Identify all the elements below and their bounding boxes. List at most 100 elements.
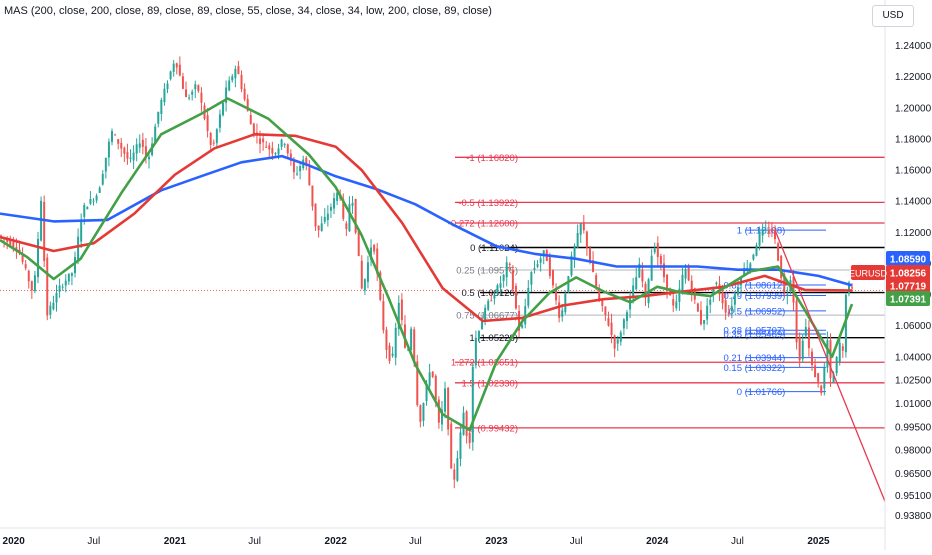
y-tick-label: 0.93800	[895, 511, 932, 522]
candle	[33, 275, 36, 292]
fib-retracement-label: 0.15 (1.03322)	[724, 363, 786, 374]
candle	[564, 293, 567, 313]
candle	[585, 231, 588, 248]
candle	[89, 198, 92, 204]
candle	[447, 387, 450, 430]
candle	[592, 260, 595, 273]
y-tick-label: 1.12000	[895, 228, 932, 239]
candle	[678, 288, 681, 302]
candle	[582, 223, 585, 231]
candle	[413, 329, 416, 363]
currency-button[interactable]: USD	[872, 5, 914, 27]
y-tick-label: 0.96500	[895, 469, 932, 480]
candle	[268, 145, 271, 150]
candle	[280, 139, 283, 147]
fib-retracement-label: 0.21 (1.03944)	[724, 353, 786, 364]
candle	[370, 247, 373, 260]
candle	[231, 76, 234, 81]
candle	[323, 216, 326, 222]
price-tag-label: 1.08590	[890, 255, 927, 266]
candle	[484, 307, 487, 322]
candle	[64, 280, 67, 286]
candle	[83, 204, 86, 217]
candle	[601, 300, 604, 306]
y-tick-label: 1.16000	[895, 166, 932, 177]
candle	[576, 232, 579, 248]
candle	[761, 229, 764, 236]
candle	[243, 88, 246, 100]
candle	[265, 146, 268, 148]
candle	[644, 283, 647, 298]
candle	[672, 299, 675, 306]
candle	[659, 256, 662, 265]
y-tick-label: 0.95100	[895, 491, 932, 502]
x-tick-label: 2024	[646, 536, 669, 547]
fib-retracement-label: 0.85 (1.08612)	[724, 281, 786, 292]
candle	[706, 305, 709, 320]
candle	[477, 331, 480, 340]
candle	[764, 229, 767, 231]
candle	[299, 166, 302, 172]
indicator-legend[interactable]: MAS (200, close, 200, close, 89, close, …	[4, 5, 492, 17]
candle	[197, 85, 200, 91]
candle	[37, 238, 40, 278]
fib-retracement-label: 0.79 (1.07939)	[724, 291, 786, 302]
candle	[333, 198, 336, 209]
candle	[696, 303, 699, 312]
candle	[376, 248, 379, 274]
candle	[206, 115, 209, 131]
x-tick-label: 2021	[164, 536, 187, 547]
candle	[450, 423, 453, 469]
candle	[348, 204, 351, 232]
candle	[252, 123, 255, 135]
candle	[394, 327, 397, 358]
candle	[810, 351, 813, 366]
y-tick-label: 1.14000	[895, 197, 932, 208]
candle	[326, 213, 329, 221]
candle	[767, 230, 770, 233]
candle	[773, 229, 776, 240]
candle	[533, 268, 536, 270]
candle	[175, 63, 178, 68]
candle	[804, 326, 807, 336]
candle	[684, 269, 687, 279]
candle	[292, 160, 295, 173]
candle	[166, 83, 169, 90]
y-tick-label: 1.01000	[895, 399, 932, 410]
candle	[200, 92, 203, 103]
candle	[61, 286, 64, 288]
candle	[795, 300, 798, 343]
candle	[311, 185, 314, 207]
candle	[249, 114, 252, 125]
fib-level-label: 1.272 (1.03651)	[451, 358, 518, 369]
candle	[499, 283, 502, 288]
candle	[169, 71, 172, 80]
fib-retracement-label: 0 (1.01766)	[737, 387, 786, 398]
price-tag-label: 1.08256	[890, 269, 927, 280]
candle	[129, 157, 132, 159]
candle	[518, 310, 521, 331]
candle	[456, 458, 459, 481]
candle	[530, 272, 533, 285]
candle	[733, 294, 736, 305]
candle	[157, 111, 160, 124]
candle	[539, 258, 542, 263]
candle	[419, 405, 422, 422]
x-tick-label: 2025	[807, 536, 830, 547]
candle	[141, 139, 144, 147]
candle	[95, 195, 98, 201]
candle	[172, 63, 175, 72]
candle	[607, 318, 610, 326]
fib-level-label: 1.5 (1.02330)	[461, 378, 518, 389]
candle	[385, 329, 388, 350]
candle	[817, 373, 820, 382]
candle	[610, 322, 613, 336]
fib-level-label: -0.5 (1.13922)	[458, 198, 518, 209]
candle	[527, 287, 530, 306]
candle	[342, 199, 345, 219]
candle	[675, 301, 678, 309]
candle	[373, 245, 376, 252]
fib-level-label: 1 (1.05228)	[469, 333, 518, 344]
